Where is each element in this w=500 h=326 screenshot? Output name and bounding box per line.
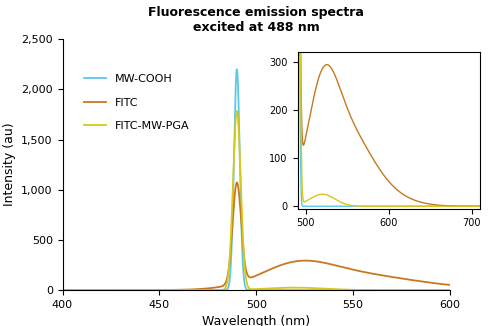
FITC-MW-PGA: [233, 112, 239, 116]
FITC: [233, 182, 239, 186]
FITC-MW-PGA: [414, 288, 420, 292]
FITC-MW-PGA: [458, 288, 464, 292]
Y-axis label: Intensity (au): Intensity (au): [2, 123, 16, 206]
FITC-MW-PGA: [466, 288, 472, 292]
MW-COOH: [60, 288, 66, 292]
MW-COOH: [106, 288, 112, 292]
X-axis label: Wavelength (nm): Wavelength (nm): [202, 316, 310, 326]
FITC: [414, 279, 420, 283]
FITC-MW-PGA: [60, 288, 66, 292]
FITC-MW-PGA: [216, 288, 222, 292]
MW-COOH: [414, 288, 420, 292]
FITC: [216, 285, 222, 289]
Line: MW-COOH: MW-COOH: [62, 69, 470, 290]
FITC: [106, 288, 112, 292]
Title: Fluorescence emission spectra
excited at 488 nm: Fluorescence emission spectra excited at…: [148, 6, 364, 34]
FITC-MW-PGA: [234, 109, 240, 113]
MW-COOH: [130, 288, 136, 292]
FITC-MW-PGA: [130, 288, 136, 292]
MW-COOH: [234, 67, 240, 71]
FITC: [60, 288, 66, 292]
Line: FITC: FITC: [62, 183, 470, 290]
FITC: [458, 284, 464, 288]
MW-COOH: [466, 288, 472, 292]
FITC-MW-PGA: [106, 288, 112, 292]
MW-COOH: [233, 74, 239, 78]
FITC: [130, 288, 136, 292]
FITC: [466, 285, 472, 289]
MW-COOH: [216, 288, 222, 292]
FITC: [234, 181, 240, 185]
Line: FITC-MW-PGA: FITC-MW-PGA: [62, 111, 470, 290]
Legend: MW-COOH, FITC, FITC-MW-PGA: MW-COOH, FITC, FITC-MW-PGA: [80, 70, 194, 135]
MW-COOH: [458, 288, 464, 292]
